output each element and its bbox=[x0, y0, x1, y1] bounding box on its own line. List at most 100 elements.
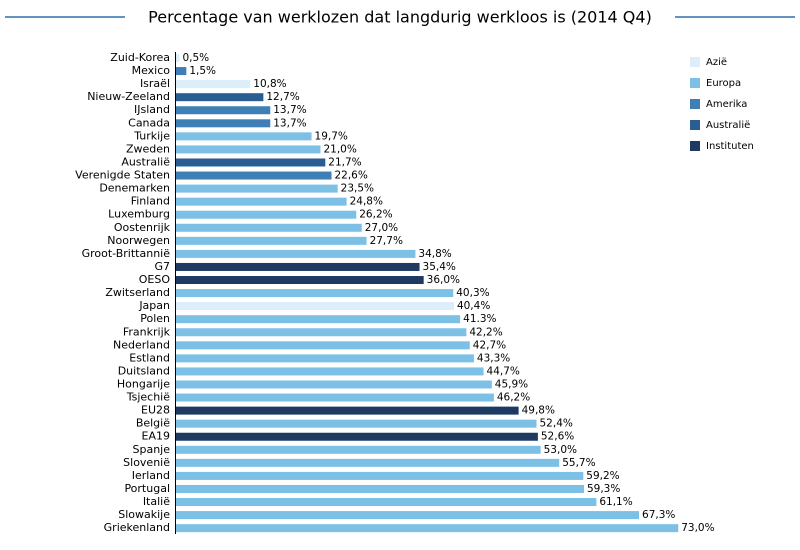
category-label: Duitsland bbox=[118, 364, 170, 377]
category-label: Turkije bbox=[133, 129, 170, 142]
bar bbox=[176, 471, 584, 480]
bar bbox=[176, 524, 679, 533]
value-label: 55,7% bbox=[562, 457, 595, 469]
bar bbox=[176, 54, 180, 62]
category-label: Nieuw-Zeeland bbox=[87, 90, 170, 103]
category-label: Portugal bbox=[124, 482, 170, 495]
bar bbox=[176, 458, 560, 467]
value-label: 59,2% bbox=[586, 470, 619, 482]
category-label: Tsjechië bbox=[126, 391, 171, 404]
legend-label: Australië bbox=[706, 120, 750, 131]
category-label: Oostenrijk bbox=[114, 221, 171, 234]
category-label: Spanje bbox=[132, 443, 170, 456]
bar bbox=[176, 145, 321, 154]
value-label: 61,1% bbox=[599, 496, 632, 508]
value-label: 67,3% bbox=[642, 509, 675, 521]
category-label: Griekenland bbox=[104, 521, 170, 534]
bar bbox=[176, 484, 584, 493]
bar bbox=[176, 249, 416, 258]
value-label: 45,9% bbox=[495, 379, 528, 391]
legend-label: Europa bbox=[706, 78, 741, 89]
category-label: Nederland bbox=[113, 338, 170, 351]
legend-label: Amerika bbox=[706, 99, 747, 110]
value-label: 34,8% bbox=[418, 248, 451, 260]
bar bbox=[176, 184, 338, 193]
category-label: Italië bbox=[143, 495, 170, 508]
category-label: Verenigde Staten bbox=[75, 169, 170, 182]
bar bbox=[176, 419, 537, 428]
value-label: 41.3% bbox=[463, 313, 496, 325]
bar bbox=[176, 223, 362, 232]
value-label: 27,0% bbox=[365, 222, 398, 234]
category-label: OESO bbox=[139, 273, 171, 286]
bar bbox=[176, 80, 251, 89]
bar bbox=[176, 367, 484, 376]
value-label: 13,7% bbox=[273, 117, 306, 129]
bar bbox=[176, 302, 454, 311]
value-label: 59,3% bbox=[587, 483, 620, 495]
bar bbox=[176, 328, 467, 337]
legend-swatch bbox=[690, 78, 700, 88]
bar bbox=[176, 210, 357, 219]
bar bbox=[176, 119, 271, 128]
value-label: 22,6% bbox=[334, 170, 367, 182]
category-label: Israël bbox=[140, 77, 170, 90]
value-label: 52,6% bbox=[541, 431, 574, 443]
value-label: 40,3% bbox=[456, 287, 489, 299]
chart-title: Percentage van werklozen dat langdurig w… bbox=[148, 8, 652, 27]
bar bbox=[176, 236, 367, 245]
value-label: 43,3% bbox=[477, 352, 510, 364]
category-label: Slovenië bbox=[123, 456, 170, 469]
value-label: 21,0% bbox=[323, 143, 356, 155]
bar bbox=[176, 354, 474, 363]
value-label: 27,7% bbox=[370, 235, 403, 247]
bar bbox=[176, 132, 312, 141]
category-label: Denemarken bbox=[99, 182, 170, 195]
bar bbox=[176, 406, 519, 415]
value-label: 73,0% bbox=[681, 522, 714, 534]
value-label: 1,5% bbox=[189, 65, 216, 77]
category-label: Canada bbox=[128, 116, 170, 129]
legend-swatch bbox=[690, 57, 700, 67]
category-label: G7 bbox=[154, 260, 170, 273]
bar bbox=[176, 432, 538, 441]
bar bbox=[176, 262, 420, 271]
category-label: Estland bbox=[129, 351, 170, 364]
category-label: Zwitserland bbox=[105, 286, 170, 299]
category-label: EA19 bbox=[142, 430, 170, 443]
category-label: Polen bbox=[140, 312, 170, 325]
bar bbox=[176, 445, 541, 454]
value-label: 46,2% bbox=[497, 392, 530, 404]
value-label: 44,7% bbox=[487, 365, 520, 377]
value-label: 21,7% bbox=[328, 156, 361, 168]
value-label: 13,7% bbox=[273, 104, 306, 116]
category-label: Australië bbox=[121, 155, 170, 168]
category-label: Luxemburg bbox=[108, 208, 170, 221]
bar bbox=[176, 289, 454, 298]
bar bbox=[176, 341, 470, 350]
value-label: 26,2% bbox=[359, 209, 392, 221]
legend-swatch bbox=[690, 99, 700, 109]
category-label: Groot-Brittannië bbox=[82, 247, 171, 260]
category-label: Mexico bbox=[132, 64, 171, 77]
category-label: Zweden bbox=[126, 142, 170, 155]
legend-swatch bbox=[690, 120, 700, 130]
value-label: 42,7% bbox=[473, 339, 506, 351]
category-label: Slowakije bbox=[118, 508, 170, 521]
value-label: 19,7% bbox=[315, 130, 348, 142]
value-label: 53,0% bbox=[544, 444, 577, 456]
bar bbox=[176, 106, 271, 115]
value-label: 10,8% bbox=[253, 78, 286, 90]
bar bbox=[176, 276, 424, 285]
bar bbox=[176, 511, 640, 520]
legend-label: Azië bbox=[706, 57, 727, 68]
category-label: EU28 bbox=[141, 404, 170, 417]
category-label: IJsland bbox=[134, 103, 170, 116]
category-label: Frankrijk bbox=[123, 325, 171, 338]
bar bbox=[176, 67, 187, 76]
value-label: 42,2% bbox=[469, 326, 502, 338]
bar bbox=[176, 197, 347, 206]
value-label: 36,0% bbox=[427, 274, 460, 286]
